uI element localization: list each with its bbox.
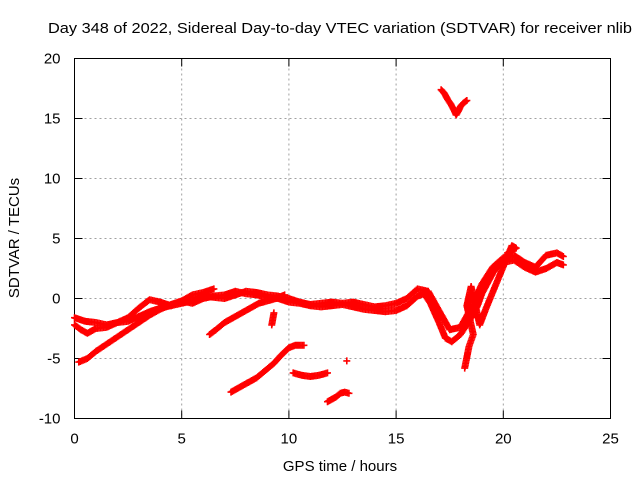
- y-tick-labels: -10 -5 0 5 10 15 20: [39, 51, 61, 428]
- data-point: [210, 285, 218, 293]
- y-axis-label: SDTVAR / TECUs: [6, 178, 23, 298]
- series-high-cluster: [437, 86, 471, 119]
- y-tick-label: 10: [44, 171, 61, 188]
- y-tick-label: 0: [52, 291, 60, 308]
- series-low-arc: [227, 341, 308, 396]
- x-tick-label: 10: [281, 431, 298, 448]
- y-tick-label: 5: [52, 231, 60, 248]
- y-tick-label: 15: [44, 111, 61, 128]
- series-spike-points: [268, 242, 520, 372]
- data-points: [71, 86, 567, 406]
- y-tick-label: 20: [44, 51, 61, 68]
- chart-title: Day 348 of 2022, Sidereal Day-to-day VTE…: [48, 20, 632, 37]
- series-bottom-segment: [323, 388, 353, 406]
- y-tick-label: -5: [47, 351, 60, 368]
- axis-ticks: [74, 58, 611, 419]
- x-tick-label: 5: [178, 431, 186, 448]
- data-point: [323, 369, 331, 377]
- x-tick-label: 25: [602, 431, 619, 448]
- data-point: [504, 249, 512, 257]
- x-tick-label: 15: [388, 431, 405, 448]
- x-tick-label: 0: [70, 431, 78, 448]
- data-point: [300, 341, 308, 349]
- x-tick-labels: 0 5 10 15 20 25: [70, 431, 619, 448]
- series-rising-arc: [75, 285, 218, 366]
- data-point: [270, 309, 278, 317]
- data-point: [343, 357, 351, 365]
- series-descending-arc: [206, 291, 289, 338]
- data-point: [559, 253, 567, 260]
- gridlines: [74, 58, 611, 419]
- y-tick-label: -10: [39, 411, 61, 428]
- data-point: [345, 389, 353, 397]
- x-tick-label: 20: [495, 431, 512, 448]
- data-point: [559, 261, 567, 269]
- series-short-segment: [289, 369, 331, 380]
- x-axis-label: GPS time / hours: [283, 458, 397, 475]
- data-point: [463, 97, 471, 104]
- data-point: [281, 291, 289, 299]
